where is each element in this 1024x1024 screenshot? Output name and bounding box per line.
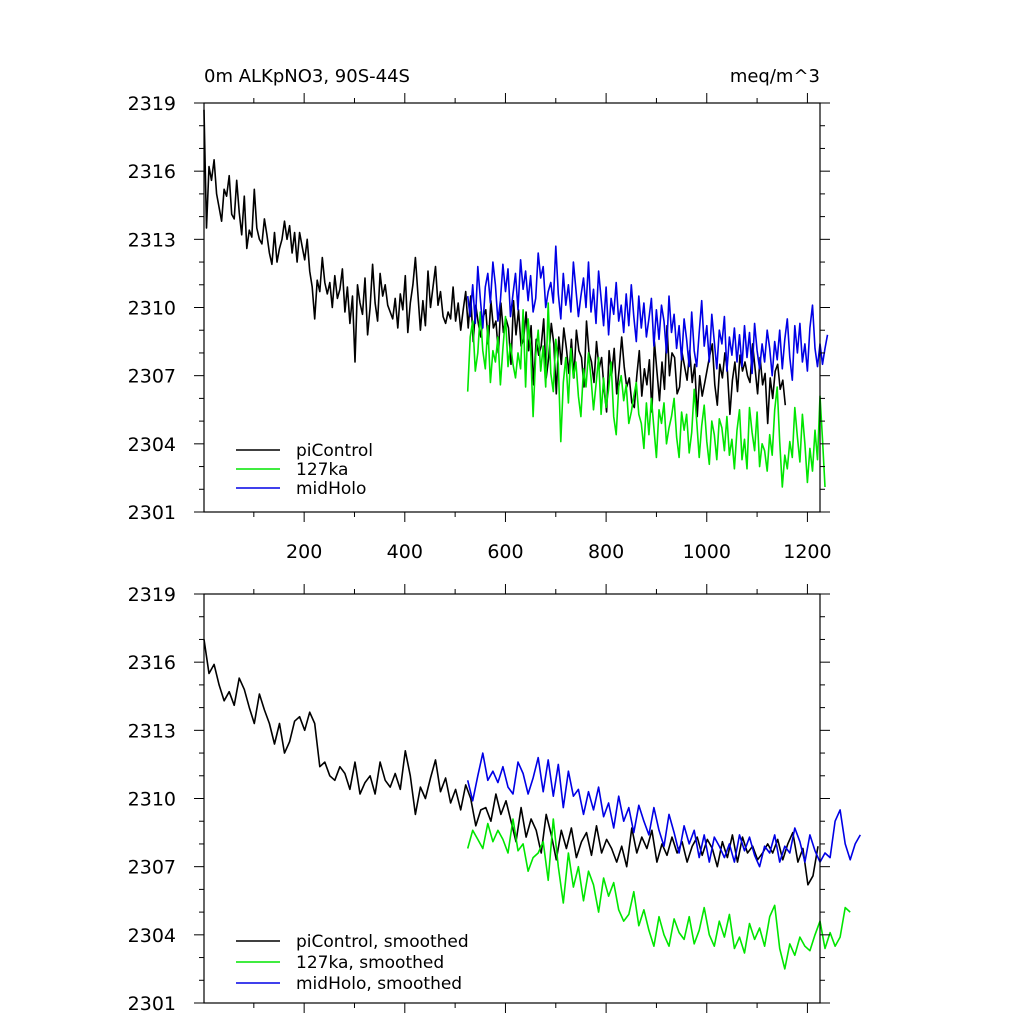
y-tick-label: 2301	[128, 502, 176, 524]
y-tick-label: 2301	[128, 993, 176, 1015]
y-tick-label: 2316	[128, 652, 176, 674]
series-line-127ka-smoothed	[466, 818, 851, 970]
legend-label: 127ka	[296, 460, 348, 480]
series-lines	[203, 639, 861, 970]
y-tick-label: 2304	[128, 925, 176, 947]
axis-ticks	[194, 93, 830, 522]
y-tick-label: 2313	[128, 229, 176, 251]
legend-label: midHolo, smoothed	[296, 974, 462, 994]
x-tick-label: 1200	[783, 541, 831, 563]
x-tick-label: 200	[286, 541, 322, 563]
y-tick-label: 2313	[128, 720, 176, 742]
top-panel: 0m ALKpNO3, 90S-44S meq/m^3 2301 2304 2307…	[128, 66, 832, 563]
y-tick-label: 2316	[128, 161, 176, 183]
plot-frame	[203, 102, 821, 513]
x-tick-label: 800	[588, 541, 624, 563]
panel-title: 0m ALKpNO3, 90S-44S	[204, 66, 410, 87]
units-label: meq/m^3	[730, 66, 820, 87]
series-line-midholo	[466, 245, 829, 382]
y-tick-label: 2307	[128, 857, 176, 879]
series-line-picontrol	[203, 109, 787, 425]
y-tick-label: 2307	[128, 366, 176, 388]
bottom-panel: 2301 2304 2307 2310 2313 2316 2319 piControl, …	[128, 584, 861, 1015]
y-tick-label: 2319	[128, 584, 176, 606]
series-lines	[203, 109, 829, 488]
y-tick-labels: 2301 2304 2307 2310 2313 2316 2319	[128, 584, 176, 1015]
series-line-midholo-smoothed	[466, 752, 861, 868]
plot-frame	[203, 593, 821, 1004]
x-tick-label: 400	[387, 541, 423, 563]
x-tick-label: 1000	[683, 541, 731, 563]
series-line-127ka	[466, 302, 826, 488]
legend-label: 127ka, smoothed	[296, 953, 444, 973]
y-tick-label: 2310	[128, 789, 176, 811]
legend-label: piControl	[296, 441, 373, 461]
axis-ticks	[194, 584, 830, 1013]
x-tick-label: 600	[487, 541, 523, 563]
legend-label: piControl, smoothed	[296, 932, 469, 952]
y-tick-label: 2304	[128, 434, 176, 456]
y-tick-label: 2319	[128, 93, 176, 115]
y-tick-labels: 2301 2304 2307 2310 2313 2316 2319	[128, 93, 176, 524]
legend-label: midHolo	[296, 479, 366, 499]
x-tick-labels: 200 400 600 800 1000 1200	[286, 541, 832, 563]
series-line-picontrol-smoothed	[203, 639, 819, 886]
y-tick-label: 2310	[128, 298, 176, 320]
